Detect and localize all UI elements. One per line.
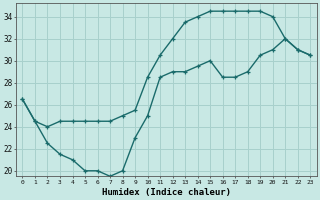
X-axis label: Humidex (Indice chaleur): Humidex (Indice chaleur) bbox=[102, 188, 231, 197]
